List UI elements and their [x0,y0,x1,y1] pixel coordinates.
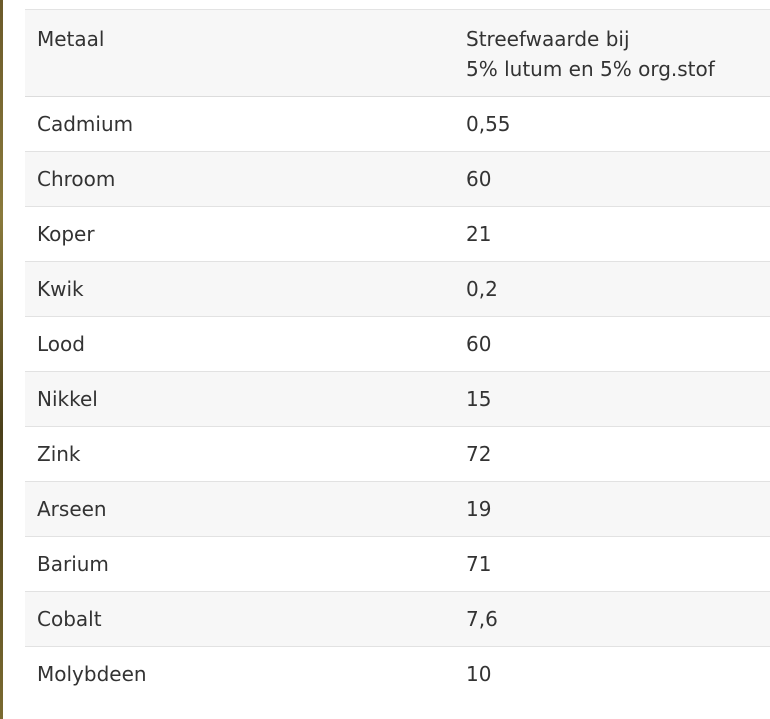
target-value-cell: 71 [466,552,492,576]
table-row: Koper 21 [25,206,770,262]
metal-name-cell: Koper [37,222,95,246]
table-row: Nikkel 15 [25,371,770,427]
table-row: Molybdeen 10 [25,646,770,701]
background-edge [0,0,3,719]
metals-table-container: Metaal Streefwaarde bij 5% lutum en 5% o… [25,9,770,701]
table-row: Cobalt 7,6 [25,591,770,647]
target-value-cell: 0,55 [466,112,511,136]
target-value-cell: 19 [466,497,492,521]
target-value-cell: 7,6 [466,607,498,631]
target-value-cell: 15 [466,387,492,411]
header-target-line1: Streefwaarde bij [466,27,630,51]
metal-name-cell: Lood [37,332,85,356]
table-row: Lood 60 [25,316,770,372]
metal-name-cell: Arseen [37,497,107,521]
table-row: Arseen 19 [25,481,770,537]
header-row: Metaal Streefwaarde bij 5% lutum en 5% o… [25,9,770,97]
table-row: Cadmium 0,55 [25,96,770,152]
table-body: Cadmium 0,55 Chroom 60 Koper 21 Kwik 0,2 Lood 60 N… [25,96,770,701]
metal-name-cell: Cobalt [37,607,102,631]
metal-name-cell: Barium [37,552,109,576]
target-value-cell: 72 [466,442,492,466]
target-value-cell: 60 [466,167,492,191]
metal-name-cell: Chroom [37,167,116,191]
header-metal: Metaal [37,27,105,51]
target-value-cell: 60 [466,332,492,356]
header-target-line2: 5% lutum en 5% org.stof [466,57,715,81]
table-row: Kwik 0,2 [25,261,770,317]
table-header: Metaal Streefwaarde bij 5% lutum en 5% o… [25,9,770,97]
table-row: Zink 72 [25,426,770,482]
table-row: Chroom 60 [25,151,770,207]
target-value-cell: 0,2 [466,277,498,301]
target-value-cell: 21 [466,222,492,246]
target-value-cell: 10 [466,662,492,686]
metals-table: Metaal Streefwaarde bij 5% lutum en 5% o… [25,9,770,701]
header-target-value: Streefwaarde bij 5% lutum en 5% org.stof [454,10,770,97]
table-row: Barium 71 [25,536,770,592]
metal-name-cell: Zink [37,442,81,466]
metal-name-cell: Molybdeen [37,662,147,686]
metal-name-cell: Nikkel [37,387,98,411]
metal-name-cell: Kwik [37,277,84,301]
metal-name-cell: Cadmium [37,112,134,136]
